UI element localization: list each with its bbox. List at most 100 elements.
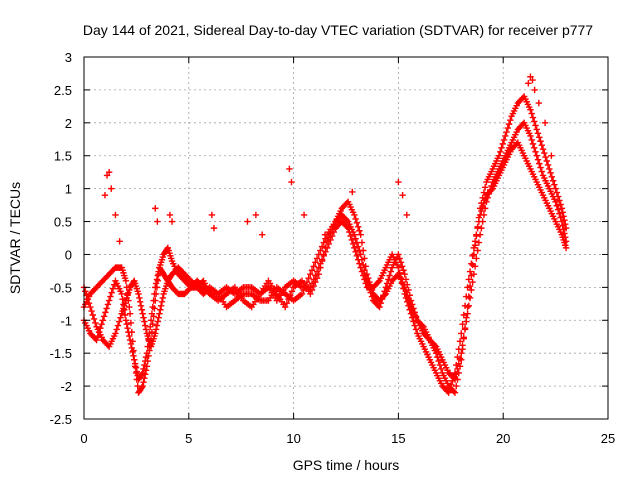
data-point-track-c <box>139 310 146 317</box>
data-point-track-b-interp <box>380 292 387 299</box>
data-point-track-a <box>527 106 534 113</box>
data-point-spikes <box>548 152 555 159</box>
data-point-track-b-interp <box>412 313 420 320</box>
data-point-track-c-interp <box>113 326 120 333</box>
data-point-track-c-interp <box>117 314 124 321</box>
data-point-track-b-interp <box>305 274 312 282</box>
data-point-spikes <box>154 218 161 225</box>
data-point-spikes <box>529 76 536 84</box>
y-tick-label: 0 <box>65 247 72 262</box>
data-point-track-a-interp <box>529 114 537 121</box>
data-point-spikes <box>252 211 260 219</box>
data-point-track-c-interp <box>456 338 464 345</box>
data-point-spikes <box>244 218 251 225</box>
data-point-track-b-interp <box>537 164 544 171</box>
data-point-track-b-interp <box>148 310 156 317</box>
data-point-track-c-interp <box>328 232 336 240</box>
data-point-spikes <box>105 168 113 176</box>
data-point-track-b-interp <box>385 276 392 283</box>
data-point-track-b-interp <box>149 303 156 311</box>
data-point-track-b-interp <box>536 160 543 167</box>
data-point-track-c-interp <box>343 223 351 231</box>
data-point-track-b-interp <box>402 276 410 283</box>
data-point-track-b-interp <box>383 280 391 287</box>
data-point-track-b-interp <box>318 243 326 250</box>
data-point-track-b-interp <box>463 318 470 325</box>
data-point-track-a-interp <box>437 365 445 373</box>
data-point-track-c-interp <box>406 306 413 313</box>
y-tick-label: -1.5 <box>50 346 72 361</box>
data-point-track-b-interp <box>310 263 317 270</box>
data-point-track-b-interp <box>556 210 563 217</box>
data-point-track-b-interp <box>154 272 161 279</box>
data-point-track-b <box>139 369 146 377</box>
data-point-track-a <box>546 165 553 173</box>
data-point-track-c-interp <box>318 256 326 263</box>
data-point-track-b-interp <box>474 247 481 254</box>
y-axis-label: SDTVAR / TECUs <box>7 182 23 294</box>
data-point-spikes <box>166 211 174 219</box>
data-point-track-b-interp <box>528 136 535 144</box>
data-point-track-b-interp <box>142 353 150 361</box>
data-point-track-c-interp <box>474 224 481 232</box>
data-point-track-a <box>139 382 146 390</box>
data-point-track-c <box>476 211 484 219</box>
data-point-spikes <box>527 73 534 80</box>
data-point-track-c-interp <box>90 315 98 323</box>
data-point-track-c-interp <box>325 240 333 248</box>
data-point-track-b-interp <box>553 202 561 209</box>
data-point-spikes <box>210 224 218 232</box>
data-point-track-b-interp <box>559 222 566 229</box>
data-point-track-a-interp <box>548 173 556 180</box>
data-point-spikes <box>112 211 119 219</box>
data-point-track-b <box>407 297 415 304</box>
data-point-track-a-interp <box>507 116 514 124</box>
data-point-track-b-interp <box>386 272 393 279</box>
data-point-spikes <box>300 211 308 219</box>
x-tick-label: 15 <box>391 431 405 446</box>
data-point-track-b-interp <box>381 288 388 295</box>
data-point-track-b-interp <box>141 361 148 369</box>
data-point-track-b-interp <box>473 255 480 262</box>
data-point-track-c-interp <box>348 236 356 244</box>
data-point-track-c-interp <box>463 293 470 300</box>
data-point-track-b-interp <box>98 321 105 328</box>
data-point-track-c-interp <box>322 248 329 256</box>
data-point-track-c-interp <box>84 296 91 303</box>
data-point-track-c <box>470 244 478 252</box>
data-point-track-b <box>152 284 159 291</box>
data-point-track-c <box>445 389 452 396</box>
data-point-track-c <box>307 284 314 291</box>
data-point-track-c-interp <box>157 306 164 313</box>
data-point-track-a-interp <box>127 319 135 327</box>
data-point-track-b-interp <box>396 255 403 262</box>
data-point-track-c-interp <box>354 256 362 263</box>
y-tick-label: -0.5 <box>50 280 72 295</box>
data-point-track-c-interp <box>446 385 454 392</box>
data-point-spikes <box>541 119 549 127</box>
data-point-track-b-interp <box>138 371 146 378</box>
data-point-track-b-interp <box>405 286 412 294</box>
y-tick-label: 1.5 <box>54 149 72 164</box>
data-point-track-b-interp <box>557 214 564 221</box>
data-point-track-c-interp <box>82 288 89 295</box>
data-point-track-b-interp <box>400 267 407 274</box>
data-point-track-b-interp <box>126 332 133 340</box>
data-point-spikes <box>349 188 356 196</box>
x-tick-label: 10 <box>286 431 300 446</box>
data-point-track-a-interp <box>453 382 460 390</box>
data-point-track-b <box>464 310 471 317</box>
data-point-track-b <box>298 290 306 298</box>
data-point-track-b <box>470 271 478 278</box>
data-point-track-b-interp <box>466 294 474 302</box>
data-point-track-c-interp <box>136 298 144 306</box>
data-point-spikes <box>288 178 295 186</box>
data-point-track-a-interp <box>498 144 505 152</box>
data-point-track-b-interp <box>130 352 137 360</box>
data-point-spikes <box>531 86 538 94</box>
data-point-spikes <box>395 178 402 186</box>
data-point-track-c <box>351 244 358 252</box>
data-point-track-b <box>93 336 100 344</box>
data-point-track-c-interp <box>449 377 456 385</box>
